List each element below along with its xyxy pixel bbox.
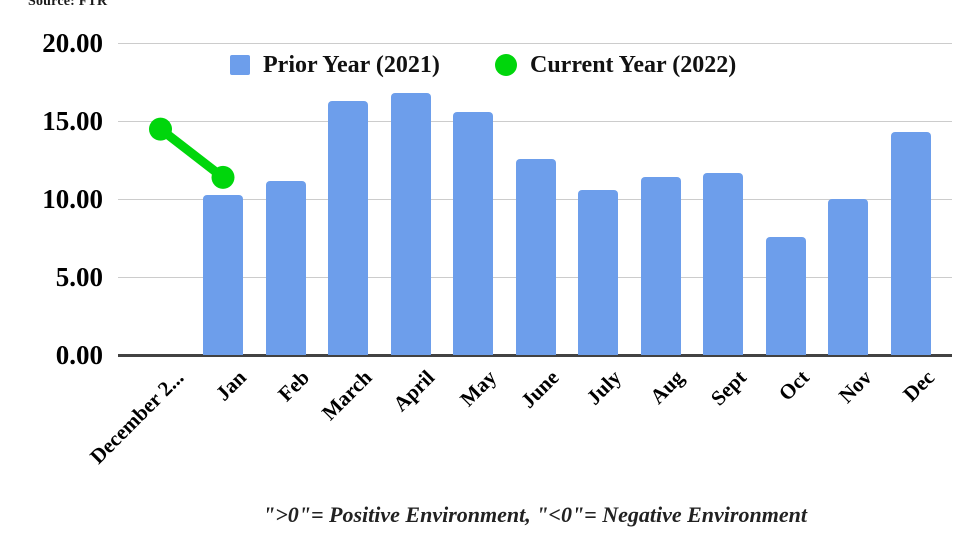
x-axis-label-nov: Nov [833,365,877,408]
x-axis-label-june: June [516,365,564,413]
y-axis-tick-label: 10.00 [42,184,103,215]
legend-circle-marker [495,54,517,76]
legend-label-prior-year: Prior Year (2021) [263,52,440,78]
bar-dec[interactable] [890,132,931,355]
bar-jan[interactable] [203,194,243,355]
x-axis-label-jan: Jan [211,365,252,406]
chart-footnote: ">0"= Positive Environment, "<0"= Negati… [263,502,807,527]
x-axis-label-december-2: December 2... [85,365,189,469]
x-axis-label-dec: Dec [897,365,939,407]
x-axis-line [118,354,952,357]
bar-feb[interactable] [265,180,306,355]
gridline [118,42,952,44]
bar-nov[interactable] [828,199,868,355]
source-note: Source: FTR [28,0,108,9]
legend-item-current-year[interactable]: Current Year (2022) [495,53,736,77]
bar-aug[interactable] [640,177,681,355]
x-axis-label-feb: Feb [272,365,314,407]
x-axis-label-oct: Oct [773,365,814,406]
y-axis-tick-label: 15.00 [42,106,103,137]
bar-may[interactable] [453,112,493,355]
x-axis-label-may: May [455,365,502,412]
bar-march[interactable] [328,101,368,355]
legend-label-current-year: Current Year (2022) [530,52,737,78]
x-axis-label-aug: Aug [645,365,689,409]
y-axis-tick-label: 0.00 [55,340,103,370]
bar-sept[interactable] [703,172,743,355]
legend-square-marker [230,55,250,75]
y-axis-tick-label: 20.00 [42,28,103,59]
bar-april[interactable] [390,93,431,355]
x-axis-label-april: April [387,365,439,417]
current-year-line-segment[interactable] [156,124,228,182]
y-axis-tick-label: 5.00 [55,262,103,293]
bar-june[interactable] [515,158,556,355]
x-axis-label-march: March [316,365,377,425]
bar-july[interactable] [578,189,618,355]
gridline [118,120,952,122]
legend-item-prior-year[interactable]: Prior Year (2021) [230,53,440,77]
bar-oct[interactable] [765,236,806,355]
current-year-data-point[interactable] [211,165,235,189]
x-axis-label-july: July [582,365,627,410]
x-axis-label-sept: Sept [706,365,752,411]
